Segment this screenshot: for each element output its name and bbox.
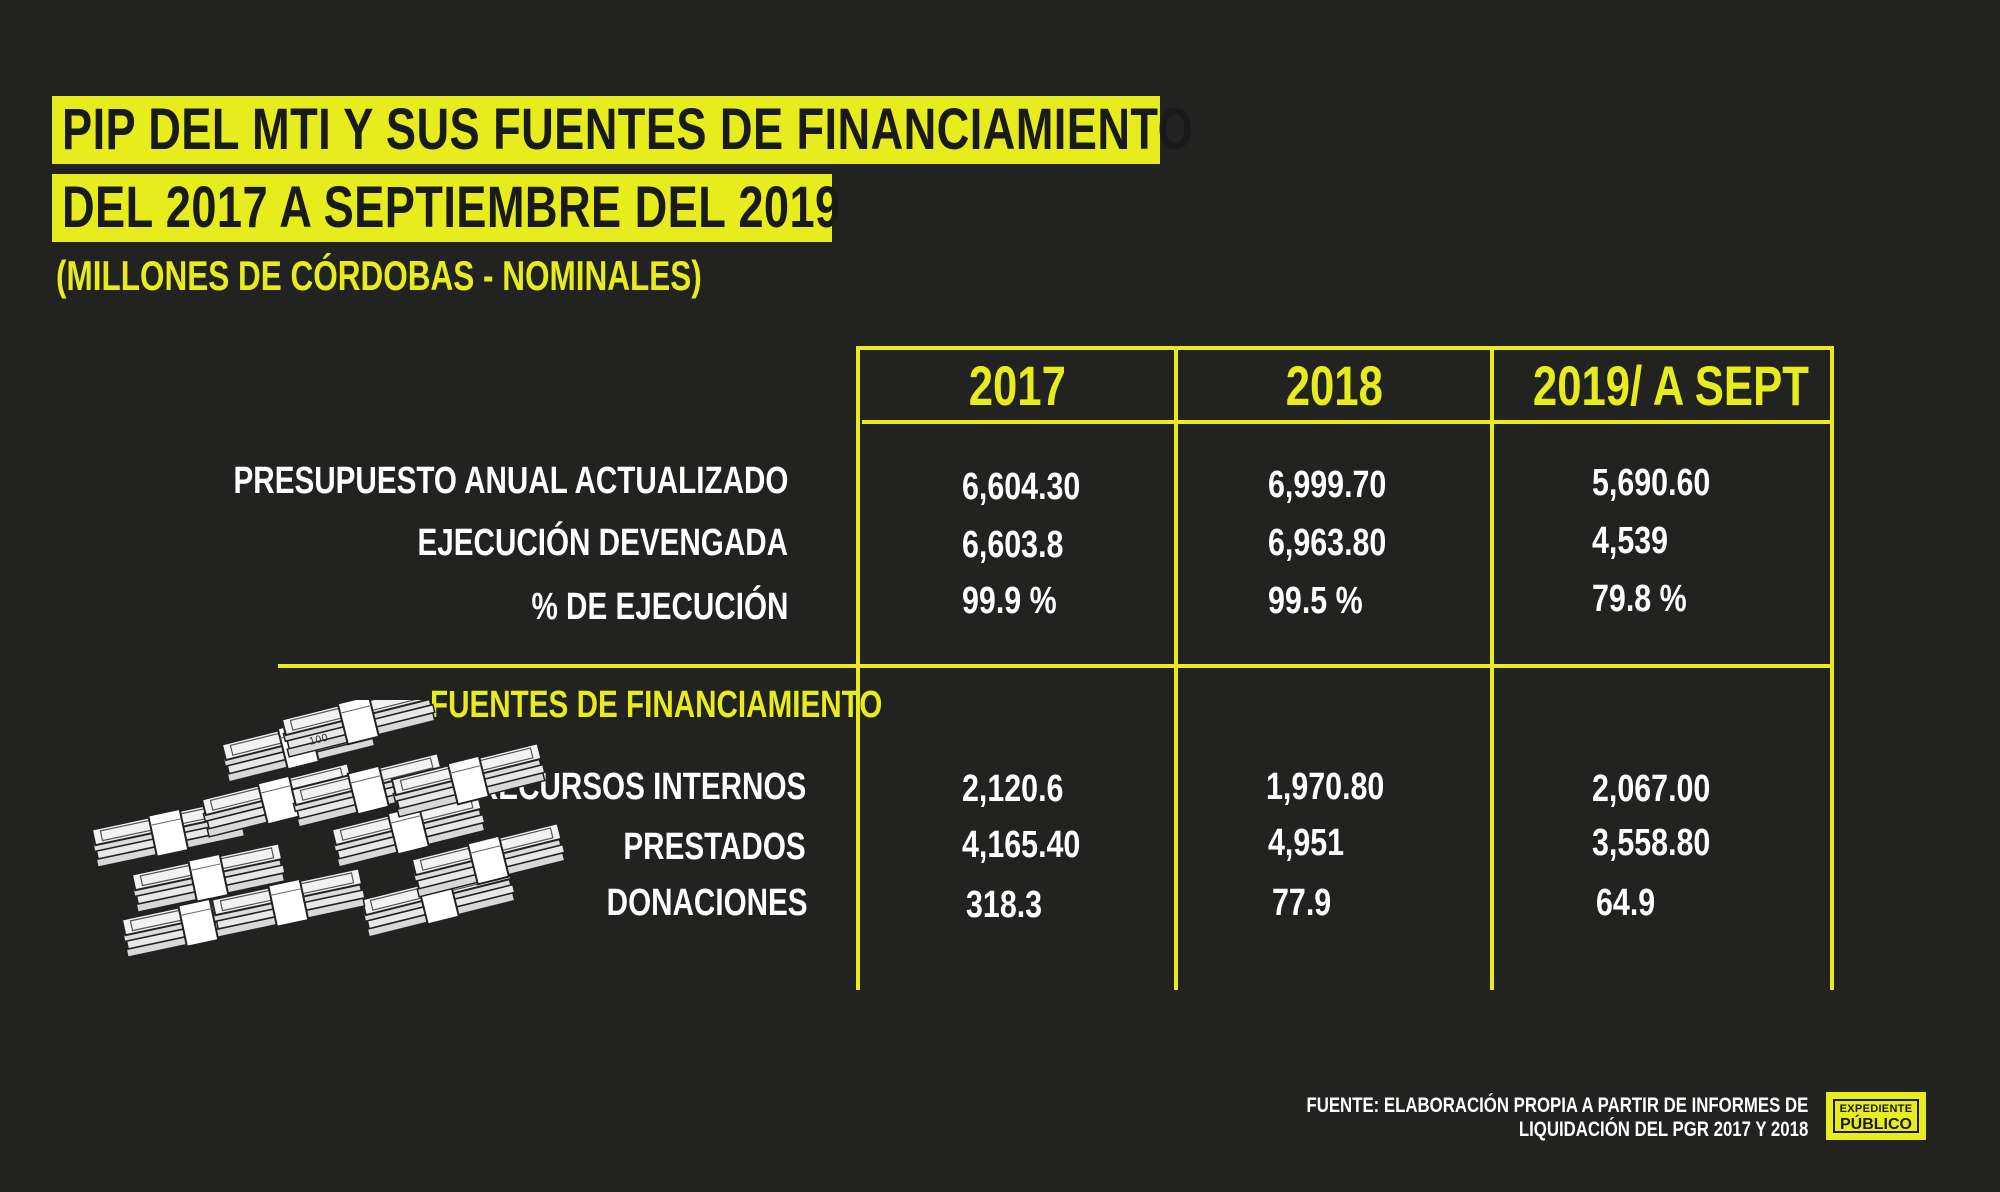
row-label-prestados-text: PRESTADOS — [623, 826, 806, 868]
cell-presupuesto-2017: 6,604.30 — [962, 466, 1110, 509]
row-label-donaciones-text: DONACIONES — [607, 882, 808, 924]
table-divider-2 — [1490, 346, 1494, 990]
cell-presupuesto-2019: 5,690.60 — [1592, 462, 1740, 505]
table-border-top — [856, 346, 1834, 350]
cell-value: 318.3 — [966, 884, 1043, 926]
cell-value: 79.8 % — [1592, 578, 1687, 620]
row-label-porcentaje-text: % DE EJECUCIÓN — [531, 586, 788, 628]
cell-presupuesto-2018: 6,999.70 — [1268, 464, 1416, 507]
cell-value: 6,999.70 — [1268, 464, 1387, 506]
cell-prestados-2017: 4,165.40 — [962, 824, 1110, 867]
column-header-2017-text: 2017 — [968, 354, 1066, 417]
cell-value: 4,165.40 — [962, 824, 1081, 866]
cell-value: 2,067.00 — [1592, 768, 1711, 810]
page-title-line-2: DEL 2017 A SEPTIEMBRE DEL 2019 — [62, 175, 841, 240]
column-header-2019: 2019/ A SEPT — [1494, 350, 1830, 422]
cell-value: 4,539 — [1592, 520, 1669, 562]
row-label-presupuesto: PRESUPUESTO ANUAL ACTUALIZADO — [77, 460, 788, 503]
cell-porcentaje-2018: 99.5 % — [1268, 580, 1386, 623]
cell-value: 6,603.8 — [962, 524, 1064, 566]
cell-value: 77.9 — [1272, 882, 1332, 924]
logo-frame: EXPEDIENTE PÚBLICO — [1833, 1099, 1919, 1133]
subtitle: (MILLONES DE CÓRDOBAS - NOMINALES) — [56, 252, 917, 300]
cell-prestados-2019: 3,558.80 — [1592, 822, 1740, 865]
cell-ejecucion-2017: 6,603.8 — [962, 524, 1089, 567]
column-header-2018-text: 2018 — [1285, 354, 1383, 417]
section-label-text: FUENTES DE FINANCIAMIENTO — [430, 684, 883, 726]
title-line-1-band: PIP DEL MTI Y SUS FUENTES DE FINANCIAMIE… — [52, 96, 1193, 164]
expediente-publico-logo: EXPEDIENTE PÚBLICO — [1826, 1092, 1926, 1140]
cell-porcentaje-2019: 79.8 % — [1592, 578, 1710, 621]
row-label-ejecucion: EJECUCIÓN DEVENGADA — [313, 522, 788, 565]
cell-value: 1,970.80 — [1266, 766, 1385, 808]
source-note-line-2: LIQUIDACIÓN DEL PGR 2017 Y 2018 — [1518, 1118, 1808, 1141]
subtitle-text: (MILLONES DE CÓRDOBAS - NOMINALES) — [56, 252, 702, 299]
cell-value: 99.5 % — [1268, 580, 1363, 622]
section-divider — [278, 664, 1834, 668]
table-border-right — [1830, 346, 1834, 990]
header-underline — [862, 420, 1834, 424]
cell-ejecucion-2018: 6,963.80 — [1268, 522, 1416, 565]
logo-line-1: EXPEDIENTE — [1839, 1103, 1913, 1115]
section-label-fuentes: FUENTES DE FINANCIAMIENTO — [430, 684, 1010, 727]
logo-line-2: PÚBLICO — [1840, 1116, 1912, 1133]
row-label-porcentaje: % DE EJECUCIÓN — [459, 586, 788, 629]
cell-value: 6,604.30 — [962, 466, 1081, 508]
cell-value: 3,558.80 — [1592, 822, 1711, 864]
cell-ejecucion-2019: 4,539 — [1592, 520, 1687, 563]
cell-donaciones-2018: 77.9 — [1272, 882, 1346, 925]
table-divider-1 — [1174, 346, 1178, 990]
money-stacks-icon: 100 — [90, 700, 569, 961]
cell-prestados-2018: 4,951 — [1268, 822, 1363, 865]
cell-donaciones-2017: 318.3 — [966, 884, 1061, 927]
title-line-2-band: DEL 2017 A SEPTIEMBRE DEL 2019 — [52, 174, 840, 242]
source-note-line-1: FUENTE: ELABORACIÓN PROPIA A PARTIR DE I… — [1306, 1094, 1808, 1117]
cell-value: 2,120.6 — [962, 768, 1064, 810]
cell-value: 5,690.60 — [1592, 462, 1711, 504]
cell-recursos-2019: 2,067.00 — [1592, 768, 1740, 811]
source-note: FUENTE: ELABORACIÓN PROPIA A PARTIR DE I… — [1181, 1094, 1808, 1142]
cell-value: 99.9 % — [962, 580, 1057, 622]
column-header-2018: 2018 — [1178, 350, 1490, 422]
cell-porcentaje-2017: 99.9 % — [962, 580, 1080, 623]
svg-text:100: 100 — [308, 733, 329, 748]
cell-donaciones-2019: 64.9 — [1596, 882, 1670, 925]
cell-value: 64.9 — [1596, 882, 1656, 924]
cell-recursos-2017: 2,120.6 — [962, 768, 1089, 811]
cell-value: 4,951 — [1268, 822, 1345, 864]
row-label-donaciones: DONACIONES — [550, 882, 808, 925]
row-label-presupuesto-text: PRESUPUESTO ANUAL ACTUALIZADO — [233, 460, 788, 502]
cell-value: 6,963.80 — [1268, 522, 1387, 564]
column-header-2017: 2017 — [860, 350, 1174, 422]
column-header-2019-text: 2019/ A SEPT — [1532, 354, 1809, 417]
row-label-ejecucion-text: EJECUCIÓN DEVENGADA — [417, 522, 788, 564]
table-border-left — [856, 346, 860, 990]
cell-recursos-2018: 1,970.80 — [1266, 766, 1414, 809]
row-label-prestados: PRESTADOS — [572, 826, 806, 869]
page-title-line-1: PIP DEL MTI Y SUS FUENTES DE FINANCIAMIE… — [62, 97, 1194, 162]
